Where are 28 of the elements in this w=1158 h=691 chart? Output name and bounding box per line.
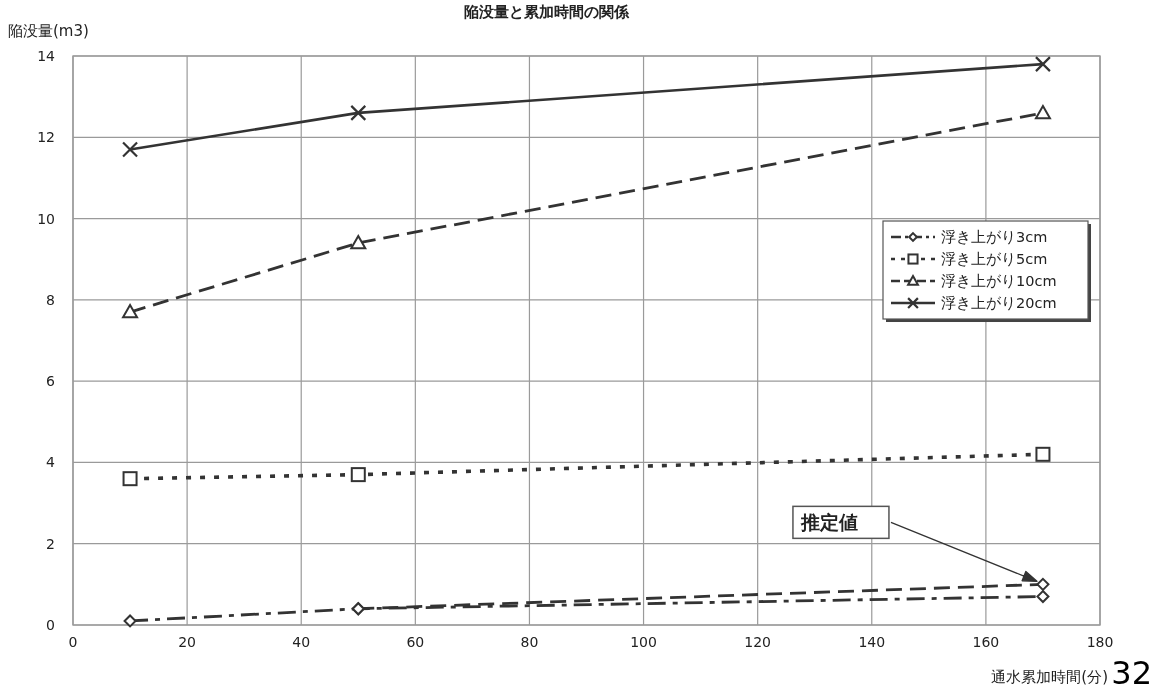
x-tick-label: 40 xyxy=(292,634,311,650)
x-tick-label: 120 xyxy=(744,634,772,650)
x-tick-label: 100 xyxy=(630,634,657,650)
y-tick-label: 4 xyxy=(46,454,56,471)
y-tick-label: 14 xyxy=(37,48,56,64)
x-tick-label: 140 xyxy=(858,634,886,650)
y-tick-label: 12 xyxy=(37,129,55,146)
x-tick-label: 180 xyxy=(1086,634,1114,650)
y-axis-title: 陥没量(m3) xyxy=(8,22,89,40)
text: 32 xyxy=(1111,654,1152,691)
note: 推定値 xyxy=(792,505,890,540)
x-tick-label: 20 xyxy=(178,634,197,650)
x-tick-label: 60 xyxy=(406,634,425,650)
legend-label: 浮き上がり10cm xyxy=(941,273,1057,290)
y-tick-label: 6 xyxy=(46,373,56,390)
legend-label: 浮き上がり3cm xyxy=(941,229,1048,246)
legend-label: 浮き上がり5cm xyxy=(941,251,1048,268)
y-tick-label: 10 xyxy=(37,210,55,227)
chart-title: 陥没量と累加時間の関係 xyxy=(464,3,630,21)
y-tick-label: 2 xyxy=(46,535,55,552)
y-tick-label: 0 xyxy=(46,617,55,633)
legend-label: 浮き上がり20cm xyxy=(941,295,1057,312)
y-tick-label: 8 xyxy=(46,291,55,308)
x-tick-label: 80 xyxy=(520,634,539,650)
annotation: 推定値 xyxy=(799,511,858,534)
x-tick-label: 0 xyxy=(68,634,78,650)
x-axis-title: 通水累加時間(分) xyxy=(991,668,1108,686)
x-tick-label: 160 xyxy=(972,634,1000,650)
